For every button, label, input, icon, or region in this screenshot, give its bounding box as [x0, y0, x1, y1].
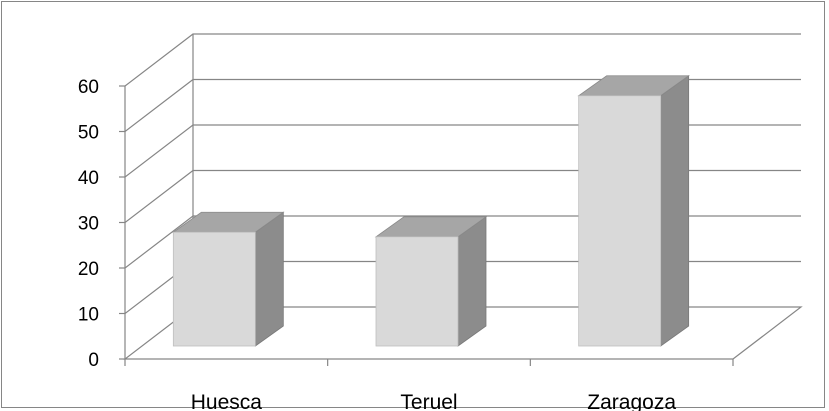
y-tick-label: 50 — [78, 123, 99, 144]
bar-front — [578, 95, 662, 347]
bar-side — [660, 74, 690, 347]
y-tick-label: 20 — [78, 259, 99, 280]
bar-side — [254, 211, 284, 347]
x-category-labels: Huesca Teruel Zaragoza — [191, 391, 677, 411]
bar-teruel — [374, 216, 488, 347]
gridline — [124, 33, 801, 87]
y-tick-label: 10 — [78, 305, 99, 326]
x-category-label: Huesca — [191, 391, 263, 411]
bar-side — [457, 216, 487, 347]
gridline — [124, 124, 801, 178]
axes — [119, 85, 734, 366]
x-category-label: Zaragoza — [587, 391, 676, 411]
bar-front — [172, 231, 256, 347]
bars — [172, 74, 690, 347]
y-tick-label: 0 — [88, 350, 99, 371]
x-category-label: Teruel — [400, 391, 457, 411]
y-tick-label: 30 — [78, 214, 99, 235]
bar-huesca — [172, 211, 285, 347]
y-tick-labels: 0 10 20 30 40 50 60 — [78, 77, 99, 371]
y-tick-label: 40 — [78, 168, 99, 189]
y-tick-label: 60 — [78, 77, 99, 98]
bar-front — [375, 236, 459, 347]
gridline — [124, 78, 801, 132]
bar-zaragoza — [577, 74, 690, 347]
